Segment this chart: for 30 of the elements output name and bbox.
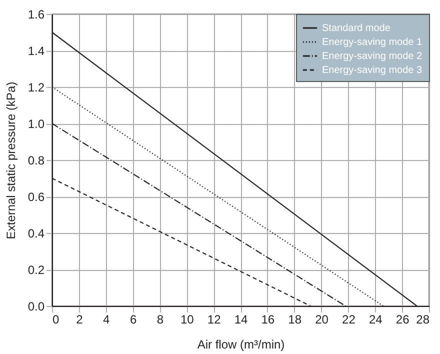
x-tick-label: 12 — [207, 312, 222, 326]
y-tick-label: 1.4 — [28, 44, 45, 58]
x-tick-label: 0 — [52, 312, 60, 326]
x-tick-label: 10 — [180, 312, 194, 326]
y-tick-label: 0.2 — [28, 263, 45, 277]
y-tick-label: 0.8 — [28, 154, 45, 168]
x-tick-label: 28 — [416, 312, 430, 326]
x-tick-label: 20 — [315, 312, 329, 326]
x-tick-label: 6 — [130, 312, 137, 326]
y-axis-title: External static pressure (kPa) — [4, 82, 18, 240]
legend-label: Standard mode — [322, 23, 391, 34]
x-tick-label: 24 — [368, 312, 383, 326]
y-tick-label: 0.6 — [28, 190, 45, 204]
y-tick-label: 1.2 — [28, 80, 45, 94]
y-tick-label: 0.4 — [28, 226, 45, 240]
legend-label: Energy-saving mode 2 — [322, 51, 422, 62]
x-tick-label: 18 — [288, 312, 302, 326]
x-tick-label: 14 — [234, 312, 248, 326]
y-tick-label: 0.0 — [28, 300, 45, 314]
x-tick-label: 8 — [156, 312, 164, 326]
y-tick-label: 1.0 — [28, 117, 45, 131]
x-tick-label: 2 — [76, 312, 84, 326]
x-axis-title: Air flow (m³/min) — [197, 338, 285, 352]
legend-label: Energy-saving mode 3 — [322, 65, 422, 76]
y-tick-label: 1.6 — [28, 8, 45, 22]
legend-label: Energy-saving mode 1 — [322, 37, 422, 48]
x-tick-label: 4 — [103, 312, 110, 326]
x-tick-label: 26 — [396, 312, 410, 326]
x-tick-label: 22 — [342, 312, 356, 326]
x-tick-label: 16 — [261, 312, 275, 326]
